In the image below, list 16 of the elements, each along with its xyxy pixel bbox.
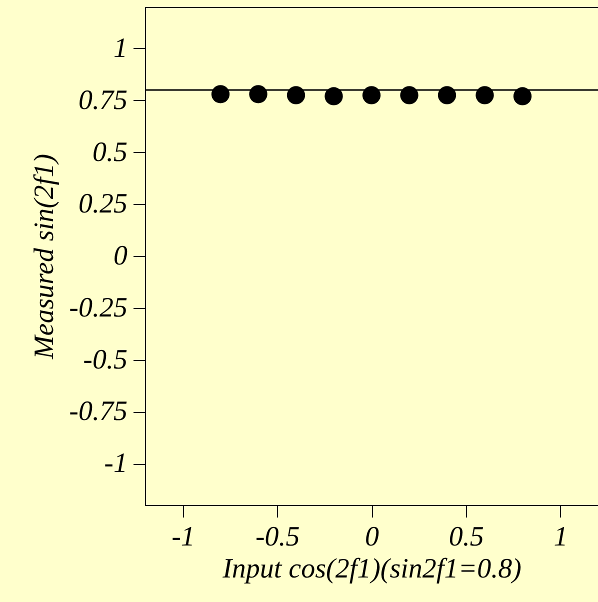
x-tick-label: -1 (172, 522, 195, 552)
x-tick-label: 0 (365, 522, 379, 552)
y-tick-label: 1 (114, 33, 128, 64)
y-tick-label: -0.5 (83, 344, 128, 376)
y-axis-title: Measured sin(2f1) (29, 154, 60, 360)
x-tick-label: -0.5 (255, 522, 300, 552)
y-tick-label: -0.75 (69, 396, 128, 428)
x-tick-label: 0.5 (448, 522, 484, 552)
y-tick-label: -1 (104, 448, 128, 479)
x-axis-title: Input cos(2f1)(sin2f1=0.8) (222, 554, 522, 584)
y-tick-label: 0.5 (92, 136, 128, 168)
y-tick-label: 0 (114, 240, 128, 272)
y-tick-label: 0.25 (78, 188, 128, 220)
y-tick-label: 0.75 (78, 84, 128, 116)
y-tick-label: -0.25 (69, 292, 128, 324)
x-tick-label: 1 (554, 522, 568, 552)
